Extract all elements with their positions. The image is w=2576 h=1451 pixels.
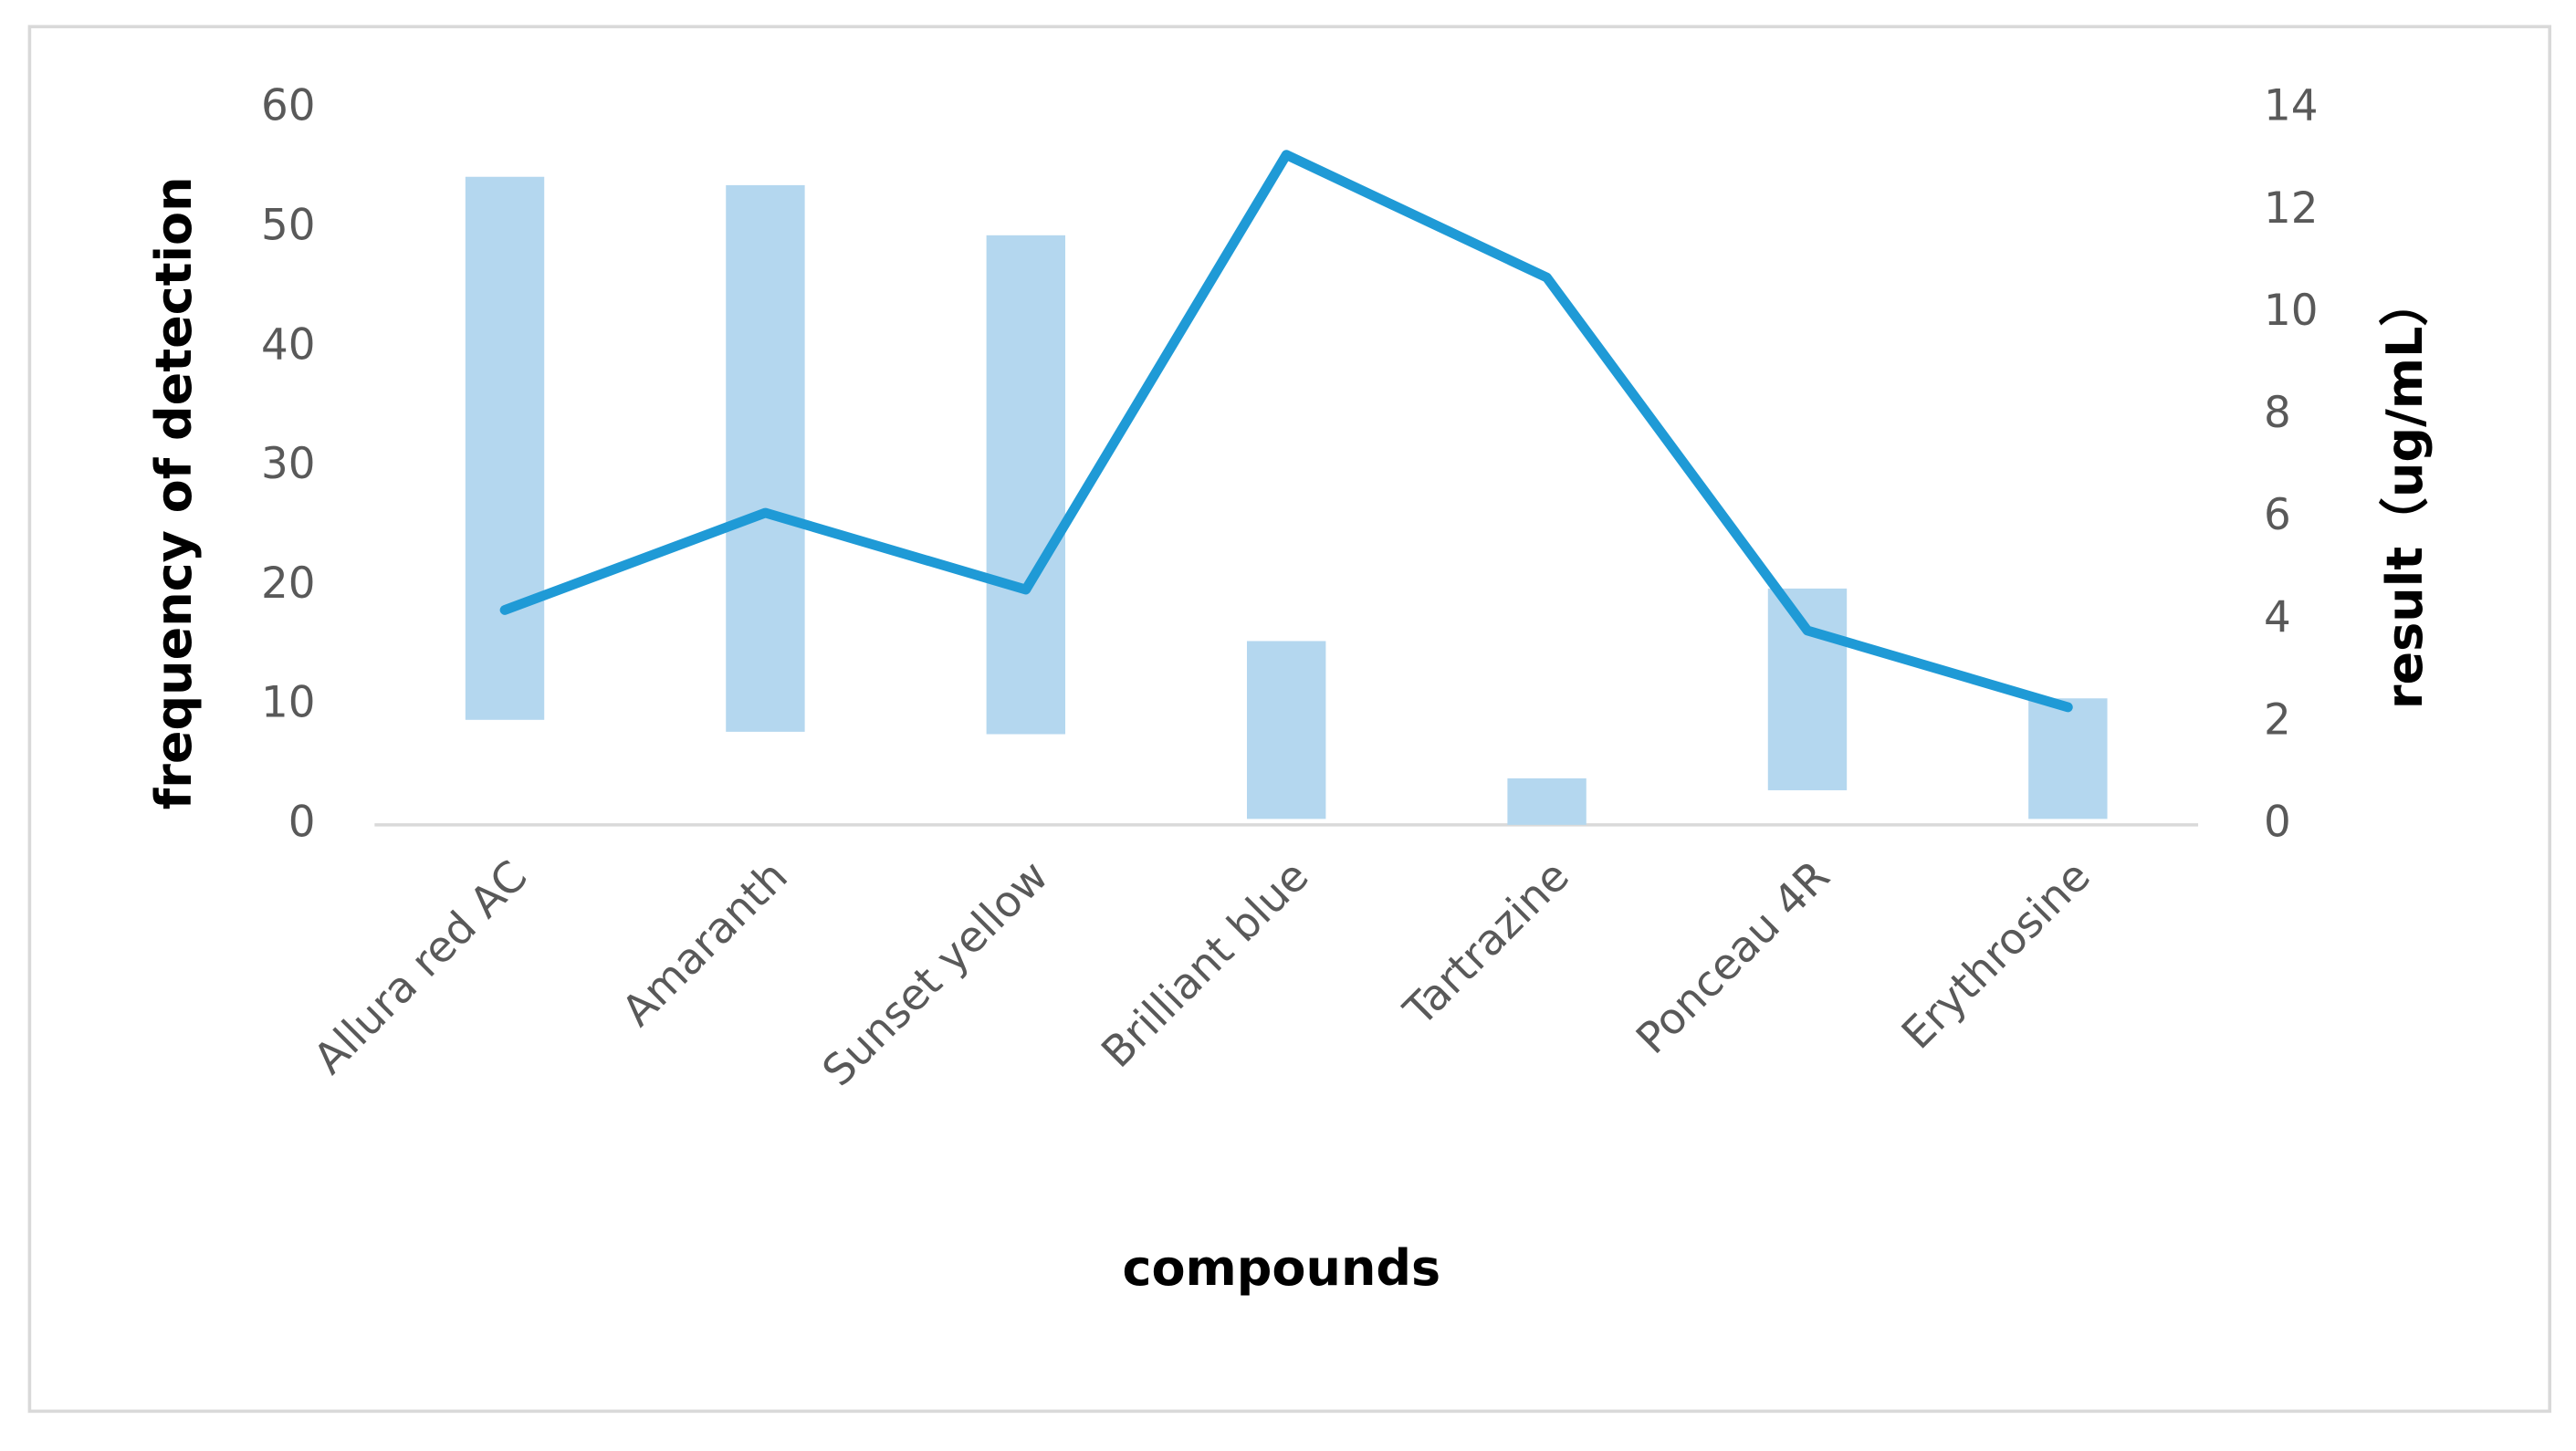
bar	[2028, 698, 2108, 819]
y2-tick-label: 4	[2264, 593, 2291, 642]
y-tick-label: 50	[261, 201, 316, 250]
y2-tick-label: 8	[2264, 389, 2291, 438]
y2-tick-label: 14	[2264, 82, 2319, 131]
y2-tick-label: 10	[2264, 287, 2319, 336]
y2-tick-label: 0	[2264, 798, 2291, 847]
y-tick-label: 10	[261, 679, 316, 728]
y-axis-title: frequency of detection	[145, 176, 203, 809]
bar	[726, 184, 805, 732]
y2-axis-title: result（ug/mL）	[2376, 277, 2434, 710]
bar	[465, 176, 545, 720]
y-tick-label: 60	[261, 82, 316, 131]
y2-tick-label: 12	[2264, 184, 2319, 234]
y-tick-label: 0	[288, 798, 316, 847]
y-tick-label: 40	[261, 320, 316, 370]
bar	[1247, 641, 1326, 819]
bar	[1767, 588, 1848, 790]
x-axis-title: compounds	[1122, 1239, 1440, 1297]
y2-tick-label: 2	[2264, 695, 2291, 745]
line	[499, 150, 2073, 713]
y2-tick-label: 6	[2264, 491, 2291, 540]
bar	[986, 235, 1066, 735]
bar	[1507, 778, 1586, 825]
y-tick-label: 20	[261, 559, 316, 609]
y-tick-label: 30	[261, 440, 316, 489]
